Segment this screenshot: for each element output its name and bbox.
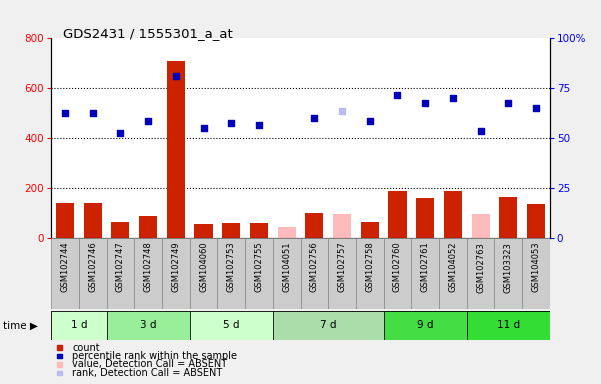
Bar [106,238,134,309]
Point [421,100,430,106]
Text: 7 d: 7 d [320,320,337,331]
Bar [139,216,157,238]
Bar [439,238,467,309]
Bar [106,311,190,340]
Bar [527,204,545,238]
Text: GSM102760: GSM102760 [393,242,402,292]
Text: GSM104060: GSM104060 [199,242,208,292]
Bar [51,238,79,309]
Bar [383,311,467,340]
Point [199,125,209,131]
Point [337,108,347,114]
Text: rank, Detection Call = ABSENT: rank, Detection Call = ABSENT [72,368,222,378]
Text: 5 d: 5 d [223,320,239,331]
Point [88,110,97,116]
Text: count: count [72,343,100,353]
Text: 9 d: 9 d [417,320,433,331]
Bar [361,222,379,238]
Bar [356,238,383,309]
Bar [162,238,190,309]
Text: GSM102761: GSM102761 [421,242,430,292]
Point [504,100,513,106]
Bar [444,190,462,238]
Bar [333,214,351,238]
Point [392,91,402,98]
Bar [305,213,323,238]
Bar [190,311,273,340]
Text: 11 d: 11 d [497,320,520,331]
Point [365,118,374,124]
Point [254,121,264,127]
Bar [328,238,356,309]
Bar [79,238,106,309]
Text: GSM103323: GSM103323 [504,242,513,293]
Text: GSM102744: GSM102744 [61,242,70,292]
Point [310,115,319,121]
Bar [388,190,406,238]
Bar [134,238,162,309]
Text: GSM102755: GSM102755 [254,242,263,292]
Text: value, Detection Call = ABSENT: value, Detection Call = ABSENT [72,359,227,369]
Bar [250,223,268,238]
Text: 3 d: 3 d [140,320,156,331]
Text: 1 d: 1 d [70,320,87,331]
Bar [273,311,383,340]
Text: GSM104052: GSM104052 [448,242,457,292]
Text: GSM102749: GSM102749 [171,242,180,292]
Bar [245,238,273,309]
Point [143,118,153,124]
Bar [111,222,129,238]
Bar [522,238,550,309]
Bar [167,61,185,238]
Bar [195,224,213,238]
Bar [300,238,328,309]
Text: GSM102753: GSM102753 [227,242,236,292]
Text: GSM102747: GSM102747 [116,242,125,292]
Bar [383,238,411,309]
Text: time ▶: time ▶ [3,320,38,331]
Point [60,110,70,116]
Point [448,95,458,101]
Bar [84,203,102,238]
Bar [472,214,490,238]
Bar [273,238,300,309]
Bar [51,311,106,340]
Text: GSM102746: GSM102746 [88,242,97,292]
Bar [467,238,495,309]
Point [531,105,541,111]
Point [171,73,181,79]
Text: percentile rank within the sample: percentile rank within the sample [72,351,237,361]
Point [476,127,486,134]
Point [115,130,125,136]
Bar [467,311,550,340]
Point [227,120,236,126]
Text: GSM102763: GSM102763 [476,242,485,293]
Bar [499,197,517,238]
Text: GSM102758: GSM102758 [365,242,374,292]
Bar [495,238,522,309]
Text: GSM102748: GSM102748 [144,242,153,292]
Text: GSM102757: GSM102757 [338,242,347,292]
Text: GSM104051: GSM104051 [282,242,291,292]
Bar [411,238,439,309]
Text: GSM102756: GSM102756 [310,242,319,292]
Text: GDS2431 / 1555301_a_at: GDS2431 / 1555301_a_at [63,27,233,40]
Text: GSM104053: GSM104053 [531,242,540,292]
Bar [218,238,245,309]
Bar [416,198,434,238]
Bar [278,227,296,238]
Bar [190,238,218,309]
Bar [56,203,74,238]
Bar [222,223,240,238]
